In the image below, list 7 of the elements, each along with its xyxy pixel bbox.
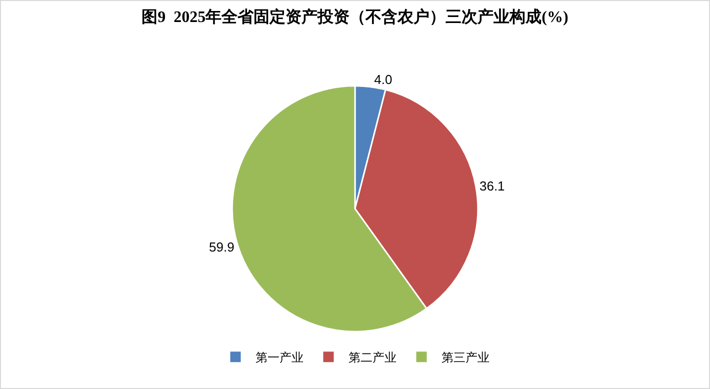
data-label: 36.1 [479,178,505,194]
chart-title: 图9 2025年全省固定资产投资（不含农户）三次产业构成(%) [142,8,568,26]
data-label: 4.0 [374,72,392,87]
legend-label: 第一产业 [256,350,304,365]
legend-label: 第二产业 [348,350,396,365]
data-label: 59.9 [208,239,234,254]
legend-label: 第三产业 [442,350,490,365]
